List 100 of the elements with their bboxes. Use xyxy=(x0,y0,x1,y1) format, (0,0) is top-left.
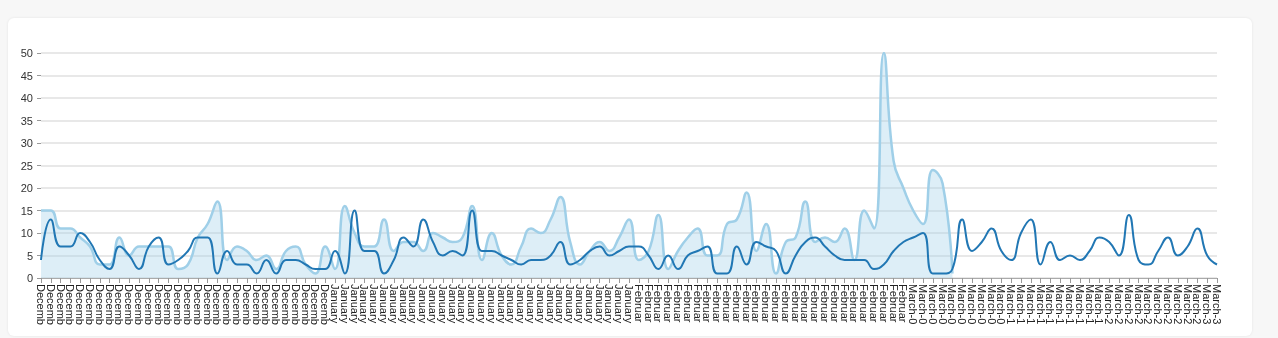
x-tick-label: Februar xyxy=(789,284,802,323)
x-tick-label: March-0 xyxy=(917,284,929,325)
y-tick-label: 40 xyxy=(20,92,33,104)
x-tick-label: Decemb xyxy=(142,284,155,325)
y-tick-label: 0 xyxy=(26,272,33,284)
x-tick-label: March-2 xyxy=(1122,284,1135,325)
x-tick-label: March-2 xyxy=(1152,284,1165,325)
y-tick-label: 50 xyxy=(20,47,33,59)
x-tick-label: Decemb xyxy=(260,284,273,325)
x-tick-label: March-2 xyxy=(1103,284,1116,325)
x-tick-label: Decemb xyxy=(103,284,116,325)
x-tick-label: Decemb xyxy=(172,284,185,325)
x-tick-label: Februar xyxy=(632,284,645,323)
y-tick-label: 35 xyxy=(20,114,33,127)
x-tick-label: March-1 xyxy=(1024,284,1037,325)
x-tick-label: Decemb xyxy=(221,284,234,325)
x-tick-label: Februar xyxy=(760,284,773,323)
x-tick-label: March-0 xyxy=(985,284,998,325)
x-tick-label: March-2 xyxy=(1181,284,1194,325)
x-tick-label: Decemb xyxy=(270,284,283,325)
x-tick-label: Decemb xyxy=(201,284,214,325)
x-tick-label: Februar xyxy=(642,284,655,323)
y-tick-label: 10 xyxy=(20,227,33,239)
x-tick-label: March-2 xyxy=(1162,284,1174,325)
x-tick-label: Decemb xyxy=(191,284,204,325)
x-tick-label: Februar xyxy=(868,284,880,323)
x-tick-label: Februar xyxy=(887,284,900,323)
x-tick-label: March-3 xyxy=(1201,284,1214,325)
x-tick-label: March-0 xyxy=(966,284,978,325)
x-tick-label: Decemb xyxy=(182,284,194,325)
x-tick-label: Decemb xyxy=(113,284,126,325)
y-tick-label: 20 xyxy=(20,182,33,194)
x-tick-label: Februar xyxy=(730,284,743,323)
x-tick-label: March-0 xyxy=(975,284,988,325)
x-tick-label: Februar xyxy=(779,284,792,323)
x-tick-label: Decemb xyxy=(231,284,243,325)
x-tick-label: Februar xyxy=(691,284,704,323)
x-tick-label: Februar xyxy=(681,284,694,323)
x-tick-label: Februar xyxy=(848,284,861,323)
x-tick-label: Februar xyxy=(828,284,841,323)
x-tick-label: Februar xyxy=(877,284,890,323)
y-tick-label: 5 xyxy=(26,249,33,262)
x-tick-label: Decemb xyxy=(250,284,263,325)
y-tick-label: 30 xyxy=(20,137,33,149)
x-tick-label: March-2 xyxy=(1171,284,1184,325)
x-tick-label: March-0 xyxy=(995,284,1008,325)
x-tick-label: March-3 xyxy=(1211,284,1223,325)
x-tick-label: March-1 xyxy=(1073,284,1086,325)
x-tick-label: Decemb xyxy=(309,284,322,325)
x-tick-label: Decemb xyxy=(152,284,165,325)
x-tick-label: Decemb xyxy=(54,284,67,325)
x-tick-label: Februar xyxy=(809,284,822,323)
y-tick-label: 45 xyxy=(20,69,33,82)
x-tick-label: Decemb xyxy=(84,284,96,325)
x-tick-label: March-0 xyxy=(907,284,920,325)
x-tick-label: March-1 xyxy=(1093,284,1106,325)
x-tick-label: Februar xyxy=(701,284,714,323)
x-tick-label: March-2 xyxy=(1132,284,1145,325)
x-tick-label: Februar xyxy=(672,284,684,323)
x-tick-label: Februar xyxy=(740,284,753,323)
x-tick-label: Februar xyxy=(838,284,851,323)
x-tick-label: Februar xyxy=(750,284,763,323)
x-tick-label: Decemb xyxy=(123,284,136,325)
x-tick-label: Decemb xyxy=(240,284,253,325)
x-tick-label: Februar xyxy=(662,284,675,323)
x-tick-label: March-1 xyxy=(1054,284,1067,325)
x-tick-label: Decemb xyxy=(299,284,312,325)
line-series xyxy=(40,209,1218,275)
x-tick-label: March-0 xyxy=(946,284,959,325)
x-tick-label: March-0 xyxy=(936,284,949,325)
x-tick-label: Decemb xyxy=(93,284,106,325)
x-tick-label: March-1 xyxy=(1044,284,1057,325)
y-tick-label: 15 xyxy=(20,204,33,217)
x-tick-label: Decemb xyxy=(289,284,302,325)
x-tick-label: March-1 xyxy=(1064,284,1076,325)
x-tick-label: March-2 xyxy=(1113,284,1125,325)
x-tick-label: March-1 xyxy=(1015,284,1027,325)
x-tick-label: March-2 xyxy=(1142,284,1155,325)
x-tick-label: Decemb xyxy=(133,284,145,325)
y-tick-label: 25 xyxy=(20,159,33,172)
x-tick-label: Februar xyxy=(897,284,910,323)
x-tick-label: Februar xyxy=(721,284,733,323)
x-tick-label: Februar xyxy=(711,284,724,323)
x-tick-label: March-1 xyxy=(1083,284,1096,325)
x-tick-label: March-0 xyxy=(956,284,969,325)
x-tick-label: Decemb xyxy=(211,284,224,325)
x-tick-label: Februar xyxy=(819,284,831,323)
x-tick-label: Decemb xyxy=(280,284,292,325)
x-tick-label: March-0 xyxy=(926,284,939,325)
x-tick-label: Decemb xyxy=(35,284,47,325)
x-tick-label: Decemb xyxy=(44,284,57,325)
x-tick-label: March-1 xyxy=(1034,284,1047,325)
x-tick-label: Decemb xyxy=(64,284,77,325)
x-tick-label: Decemb xyxy=(74,284,87,325)
x-tick-label: Decemb xyxy=(162,284,175,325)
x-tick-label: Februar xyxy=(652,284,665,323)
x-tick-label: March-2 xyxy=(1191,284,1204,325)
x-tick-label: Februar xyxy=(858,284,871,323)
x-tick-label: March-1 xyxy=(1005,284,1018,325)
x-tick-label: Februar xyxy=(799,284,812,323)
